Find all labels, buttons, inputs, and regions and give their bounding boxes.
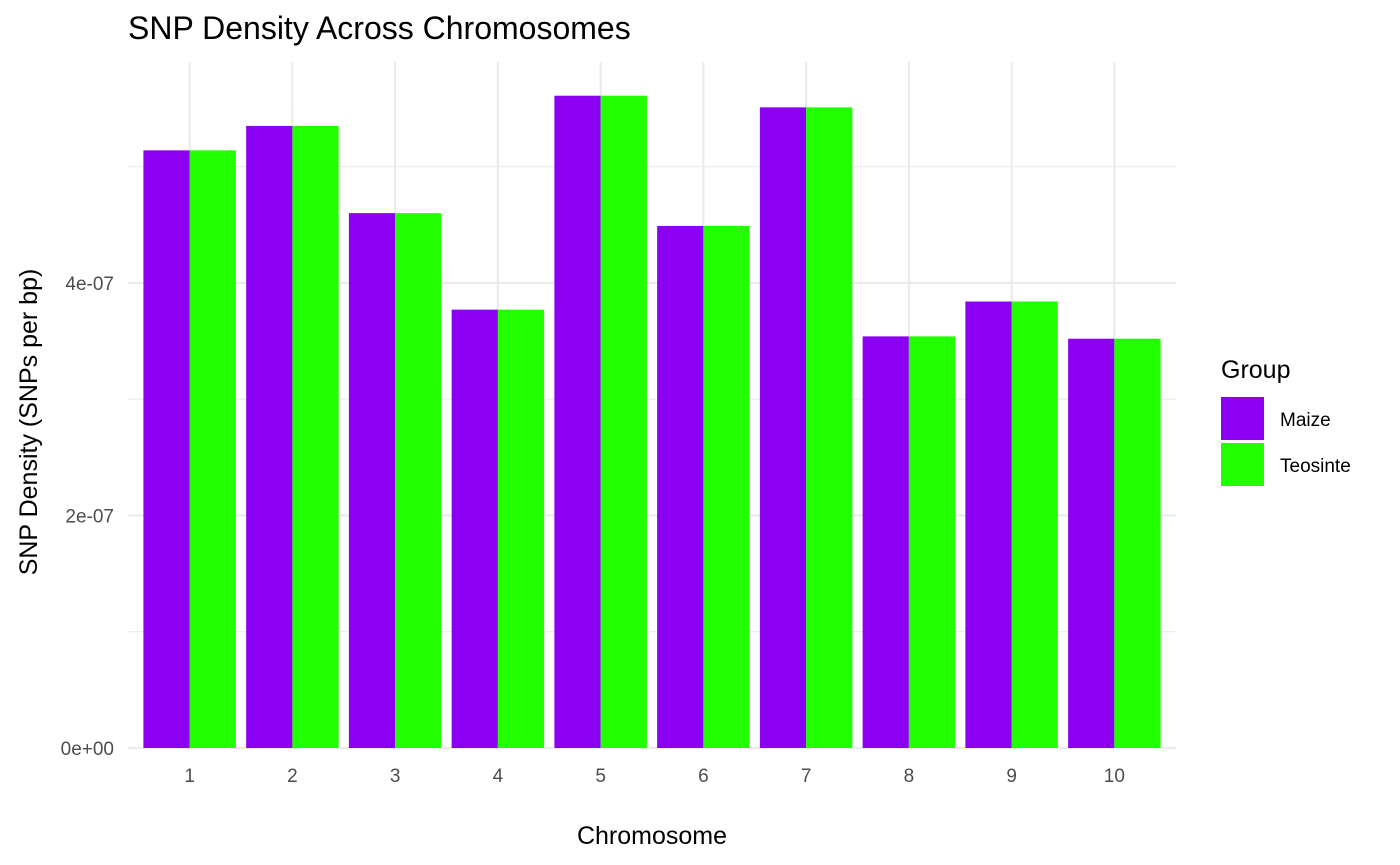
x-tick-label-3: 3 <box>390 766 401 787</box>
legend-label-maize: Maize <box>1280 410 1331 431</box>
bar-teosinte-chr-4 <box>497 309 545 748</box>
bars <box>143 95 1161 749</box>
bar-maize-chr-3 <box>348 213 396 749</box>
bar-teosinte-chr-2 <box>292 125 339 748</box>
x-tick-label-8: 8 <box>904 766 915 787</box>
bar-teosinte-chr-3 <box>395 213 442 749</box>
y-axis-title: SNP Density (SNPs per bp) <box>15 269 43 576</box>
bar-teosinte-chr-7 <box>806 107 853 748</box>
y-tick-label-1: 2e-07 <box>65 506 114 527</box>
bar-maize-chr-2 <box>246 125 293 748</box>
bar-teosinte-chr-9 <box>1011 301 1058 748</box>
bar-teosinte-chr-5 <box>600 95 647 749</box>
bar-maize-chr-10 <box>1068 338 1115 748</box>
x-tick-label-10: 10 <box>1104 766 1125 787</box>
bar-maize-chr-7 <box>759 107 807 748</box>
bar-maize-chr-1 <box>143 150 190 749</box>
legend-title: Group <box>1221 356 1290 384</box>
x-tick-label-4: 4 <box>493 766 504 787</box>
bar-maize-chr-6 <box>657 225 704 748</box>
y-tick-label-2: 4e-07 <box>65 274 114 295</box>
legend-swatch-maize <box>1221 397 1264 440</box>
chart-title: SNP Density Across Chromosomes <box>128 10 631 46</box>
bar-teosinte-chr-1 <box>189 150 236 749</box>
bar-maize-chr-9 <box>965 301 1012 748</box>
y-axis-tick-labels: 0e+00 2e-07 4e-07 <box>61 274 114 760</box>
x-tick-label-6: 6 <box>698 766 709 787</box>
x-tick-label-5: 5 <box>595 766 606 787</box>
bar-maize-chr-4 <box>451 309 498 748</box>
bar-maize-chr-8 <box>862 336 909 748</box>
legend-label-teosinte: Teosinte <box>1280 456 1351 477</box>
x-axis-tick-labels: 1 2 3 4 5 6 7 8 9 10 <box>184 766 1125 787</box>
x-tick-label-9: 9 <box>1006 766 1017 787</box>
y-tick-label-0: 0e+00 <box>61 739 114 760</box>
legend-items: Maize Teosinte <box>1221 397 1351 486</box>
bar-teosinte-chr-8 <box>908 336 956 748</box>
bar-teosinte-chr-10 <box>1114 338 1161 748</box>
bar-teosinte-chr-6 <box>703 225 750 748</box>
bar-maize-chr-5 <box>554 95 601 749</box>
x-axis-title: Chromosome <box>577 822 727 850</box>
x-tick-label-2: 2 <box>287 766 298 787</box>
x-tick-label-1: 1 <box>184 766 195 787</box>
x-tick-label-7: 7 <box>801 766 812 787</box>
legend-swatch-teosinte <box>1221 443 1264 486</box>
legend: Group Maize Teosinte <box>1221 356 1351 486</box>
